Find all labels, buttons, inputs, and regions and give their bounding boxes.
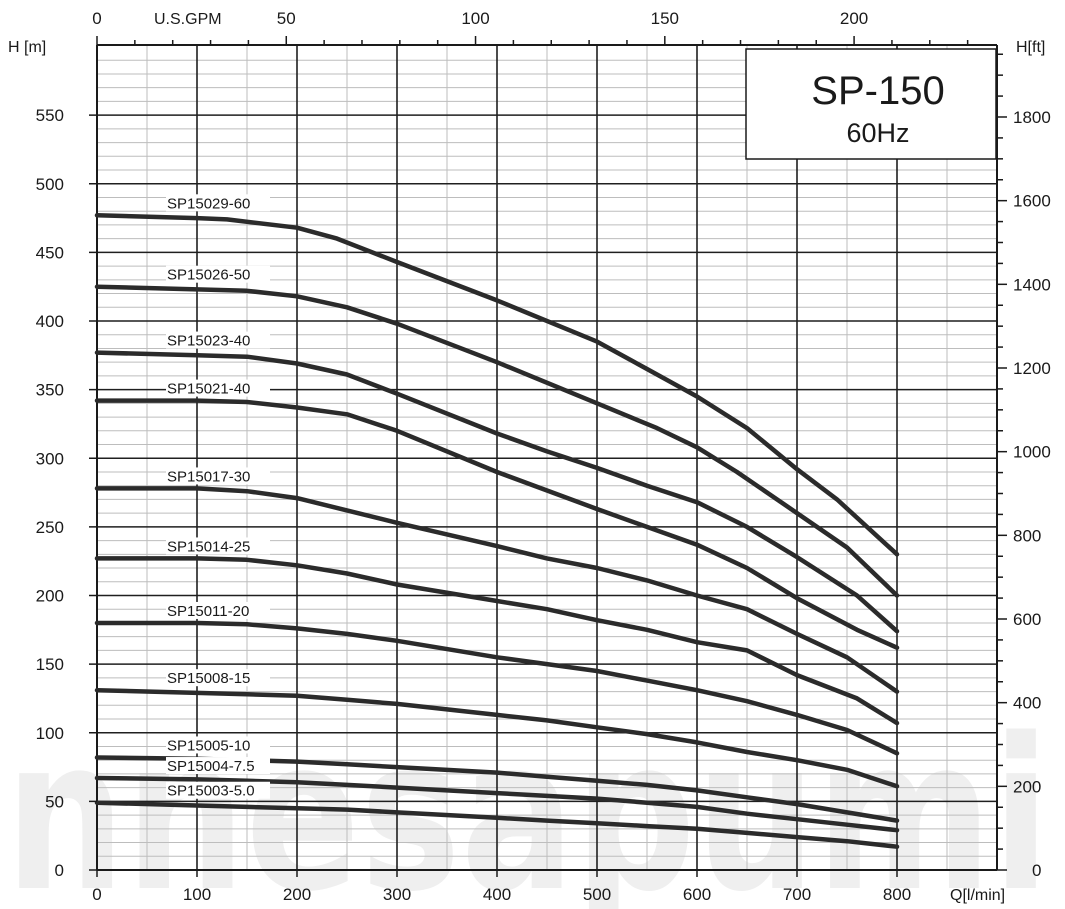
ft-tick-label: 600 — [1013, 610, 1041, 629]
series-label-bg — [166, 757, 270, 775]
series-label-bg — [166, 736, 270, 754]
ft-tick-label: 800 — [1013, 526, 1041, 545]
series-label: SP15017-30 — [167, 468, 250, 485]
series-label-bg — [166, 265, 270, 283]
ft-tick-label: 1200 — [1013, 359, 1051, 378]
gpm-tick-label: 0 — [92, 9, 101, 28]
x-tick-label: 200 — [283, 885, 311, 904]
y-tick-label: 300 — [36, 449, 64, 468]
series-label-bg — [166, 669, 270, 687]
y-tick-label: 550 — [36, 106, 64, 125]
ft-tick-label: 1000 — [1013, 443, 1051, 462]
x-tick-label: 800 — [883, 885, 911, 904]
x-tick-label: 600 — [683, 885, 711, 904]
x-tick-label: 700 — [783, 885, 811, 904]
series-label-bg — [166, 781, 270, 799]
series-label-bg — [166, 537, 270, 555]
series-label-bg — [166, 467, 270, 485]
y-tick-label: 250 — [36, 518, 64, 537]
x-axis-title: Q[l/min] — [950, 887, 1005, 904]
gpm-tick-label: 50 — [277, 9, 296, 28]
y-tick-label: 100 — [36, 724, 64, 743]
series-label-bg — [166, 379, 270, 397]
gpm-tick-label: 100 — [461, 9, 489, 28]
title-box — [745, 48, 997, 160]
x-tick-label: 0 — [92, 885, 101, 904]
curves: SP15029-60 SP15026-50 SP15023-40 SP15021-40… — [94, 194, 900, 849]
ft-tick-label: 400 — [1013, 694, 1041, 713]
y-tick-label: 150 — [36, 655, 64, 674]
ft-tick-label: 1800 — [1013, 108, 1051, 127]
y-tick-label: 50 — [45, 792, 64, 811]
curve-sp15017-30 — [94, 486, 900, 694]
ft-tick-label: 1400 — [1013, 275, 1051, 294]
x-tick-label: 100 — [183, 885, 211, 904]
curve-sp15003-5.0 — [94, 800, 900, 849]
series-label: SP15014-25 — [167, 538, 250, 555]
y-right-axis-title: H[ft] — [1016, 39, 1045, 56]
y-tick-label: 500 — [36, 175, 64, 194]
curve-sp15011-20 — [94, 620, 900, 756]
y-tick-label: 0 — [55, 861, 64, 880]
x-tick-label: 500 — [583, 885, 611, 904]
series-label: SP15026-50 — [167, 267, 250, 284]
series-label: SP15004-7.5 — [167, 758, 255, 775]
x-tick-label: 300 — [383, 885, 411, 904]
series-label: SP15003-5.0 — [167, 783, 255, 800]
ft-tick-label: 200 — [1013, 777, 1041, 796]
series-label: SP15005-10 — [167, 737, 250, 754]
grid — [96, 44, 998, 871]
series-label-bg — [166, 194, 270, 212]
curve-sp15004-7.5 — [94, 775, 900, 833]
series-label: SP15021-40 — [167, 381, 250, 398]
gpm-tick-label: 200 — [840, 9, 868, 28]
curve-sp15029-60 — [94, 213, 900, 557]
series-label: SP15023-40 — [167, 333, 250, 350]
x-top-axis-title: U.S.GPM — [154, 11, 222, 28]
chart-title: SP-150 — [811, 69, 944, 113]
series-label-bg — [166, 601, 270, 619]
y-tick-label: 400 — [36, 312, 64, 331]
y-tick-label: 200 — [36, 587, 64, 606]
curve-sp15023-40 — [94, 350, 900, 634]
series-label: SP15011-20 — [167, 603, 249, 620]
series-label: SP15029-60 — [167, 195, 250, 212]
series-label-bg — [166, 331, 270, 349]
ft-tick-label: 1600 — [1013, 192, 1051, 211]
y-tick-label: 450 — [36, 243, 64, 262]
curve-sp15014-25 — [94, 556, 900, 726]
ft-tick-label: 0 — [1032, 861, 1041, 880]
y-axis-title: H [m] — [8, 39, 46, 56]
curve-sp15008-15 — [94, 687, 900, 789]
series-label: SP15008-15 — [167, 670, 250, 687]
curve-sp15021-40 — [94, 398, 900, 650]
y-tick-label: 350 — [36, 381, 64, 400]
x-tick-label: 400 — [483, 885, 511, 904]
gpm-tick-label: 150 — [651, 9, 679, 28]
curve-sp15026-50 — [94, 284, 900, 598]
chart-subtitle: 60Hz — [846, 118, 909, 148]
